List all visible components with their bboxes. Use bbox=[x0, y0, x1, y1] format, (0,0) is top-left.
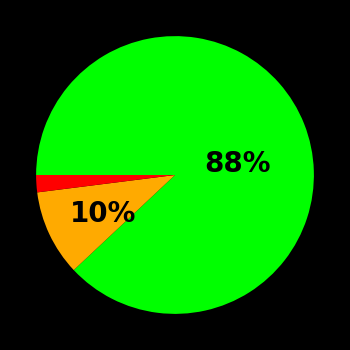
Text: 88%: 88% bbox=[204, 150, 271, 178]
Wedge shape bbox=[36, 175, 175, 192]
Wedge shape bbox=[37, 175, 175, 270]
Text: 10%: 10% bbox=[70, 200, 136, 228]
Wedge shape bbox=[36, 36, 314, 314]
